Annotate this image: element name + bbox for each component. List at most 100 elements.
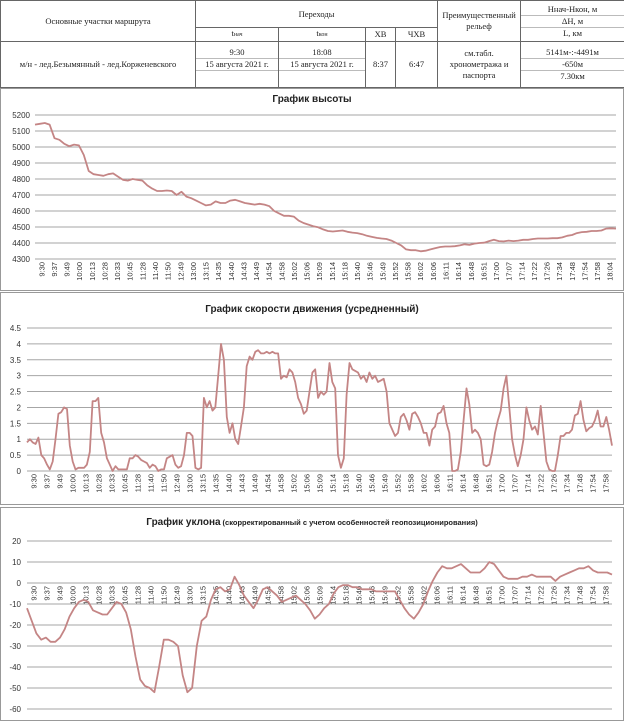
x-tick-label: 13:15 [199, 586, 208, 605]
y-tick-label: 4600 [12, 207, 30, 216]
x-tick-label: 16:02 [420, 586, 429, 605]
x-tick-label: 10:13 [82, 586, 91, 605]
chxv-value: 6:47 [394, 41, 439, 88]
t-end-cell: 18:08 15 августа 2021 г. [278, 41, 366, 88]
x-tick-label: 10:00 [75, 262, 84, 281]
h-range: 5141м-:-4491м [546, 47, 599, 57]
t-start-date: 15 августа 2021 г. [196, 58, 278, 70]
x-tick-label: 15:49 [378, 262, 387, 281]
header-chxv: ЧХВ [394, 27, 439, 42]
x-tick-label: 12:49 [173, 474, 182, 493]
x-tick-label: 17:22 [530, 262, 539, 281]
x-tick-label: 16:11 [446, 474, 455, 492]
x-tick-label: 15:02 [290, 262, 299, 281]
x-tick-label: 15:09 [316, 586, 325, 605]
x-tick-label: 14:35 [212, 586, 221, 605]
header-h-label: Hнач-Hкон, м [547, 3, 598, 14]
header-t-start: tнач [195, 27, 279, 42]
t-start-time: 9:30 [229, 47, 245, 57]
slope-title-main: График уклона [146, 516, 221, 528]
x-tick-label: 16:02 [416, 262, 425, 281]
x-tick-label: 10:00 [69, 586, 78, 605]
x-tick-label: 11:40 [147, 586, 156, 604]
x-tick-label: 15:46 [368, 586, 377, 605]
y-tick-label: 4400 [12, 239, 30, 248]
x-tick-label: 11:50 [160, 474, 169, 492]
y-tick-label: 4300 [12, 255, 30, 264]
x-tick-label: 10:45 [121, 474, 130, 493]
y-tick-label: 3.5 [10, 356, 22, 365]
x-tick-label: 14:40 [225, 586, 234, 605]
x-tick-label: 10:33 [108, 474, 117, 493]
x-tick-label: 14:43 [238, 474, 247, 493]
x-tick-label: 15:46 [368, 474, 377, 493]
x-tick-label: 10:33 [113, 262, 122, 281]
altitude-chart: График высоты 4300 4400 4500 4600 4700 4800 49… [0, 88, 624, 291]
header-segments: Основные участки маршрута [0, 0, 196, 42]
x-tick-label: 17:07 [505, 262, 514, 281]
slope-chart-title: График уклона (скорректированный с учетом… [146, 516, 478, 528]
x-tick-label: 15:02 [290, 586, 299, 605]
x-tick-label: 17:00 [498, 586, 507, 605]
data-series-line [26, 561, 613, 694]
x-tick-label: 15:58 [404, 262, 413, 281]
x-tick-label: 17:26 [550, 586, 559, 605]
x-tick-label: 11:50 [160, 586, 169, 604]
x-tick-label: 10:28 [95, 474, 104, 493]
x-tick-label: 14:54 [264, 474, 273, 493]
y-tick-label: 2.5 [10, 388, 22, 397]
y-tick-label: 4500 [12, 223, 30, 232]
x-tick-label: 16:51 [479, 262, 488, 281]
x-tick-label: 15:58 [407, 474, 416, 493]
speed-chart-title: График скорости движения (усредненный) [205, 303, 419, 315]
y-tick-label: 2 [17, 403, 22, 412]
x-tick-label: 13:00 [186, 474, 195, 493]
altitude-chart-title: График высоты [272, 93, 351, 105]
x-tick-label: 15:46 [366, 262, 375, 281]
x-tick-label: 17:00 [498, 474, 507, 493]
x-tick-label: 15:09 [316, 474, 325, 493]
x-tick-label: 9:49 [56, 586, 65, 601]
x-tick-label: 14:49 [251, 586, 260, 605]
x-tick-label: 9:37 [50, 262, 59, 277]
x-tick-label: 14:58 [277, 262, 286, 281]
length-value: 7.30км [521, 70, 624, 82]
x-tick-label: 15:58 [407, 586, 416, 605]
x-tick-label: 17:48 [568, 262, 577, 281]
x-tick-label: 15:49 [381, 586, 390, 605]
x-tick-label: 16:48 [472, 474, 481, 493]
x-tick-label: 12:49 [176, 262, 185, 281]
x-tick-label: 17:48 [576, 474, 585, 493]
x-tick-label: 15:40 [355, 474, 364, 493]
slope-chart: График уклона (скорректированный с учетом… [0, 507, 624, 721]
y-tick-label: 4.5 [10, 324, 22, 333]
x-tick-label: 17:34 [555, 262, 564, 281]
x-tick-label: 9:49 [56, 474, 65, 489]
x-tick-label: 10:45 [121, 586, 130, 605]
x-tick-label: 14:49 [252, 262, 261, 281]
y-tick-label: -40 [9, 663, 21, 672]
x-tick-label: 17:54 [589, 586, 598, 605]
y-tick-label: 5200 [12, 111, 30, 120]
y-tick-label: 0 [17, 467, 22, 476]
speed-chart: График скорости движения (усредненный) 0… [0, 292, 624, 505]
segment-name: м/н - лед.Безымянный - лед.Корженевского [0, 41, 196, 88]
x-tick-label: 13:00 [189, 262, 198, 281]
y-tick-label: -30 [9, 642, 21, 651]
x-tick-label: 13:00 [186, 586, 195, 605]
y-tick-label: -60 [9, 705, 21, 714]
x-tick-label: 10:13 [88, 262, 97, 281]
x-tick-label: 15:09 [315, 262, 324, 281]
x-tick-label: 14:43 [238, 586, 247, 605]
x-tick-label: 15:06 [303, 262, 312, 281]
x-tick-label: 14:49 [251, 474, 260, 493]
xv-value: 8:37 [365, 41, 396, 88]
x-tick-label: 17:14 [524, 586, 533, 605]
x-tick-label: 14:54 [265, 262, 274, 281]
x-tick-label: 15:02 [290, 474, 299, 493]
x-tick-label: 16:02 [420, 474, 429, 493]
x-tick-label: 9:30 [37, 262, 46, 277]
x-tick-label: 16:11 [446, 586, 455, 604]
x-tick-label: 15:49 [381, 474, 390, 493]
x-tick-label: 10:33 [108, 586, 117, 605]
